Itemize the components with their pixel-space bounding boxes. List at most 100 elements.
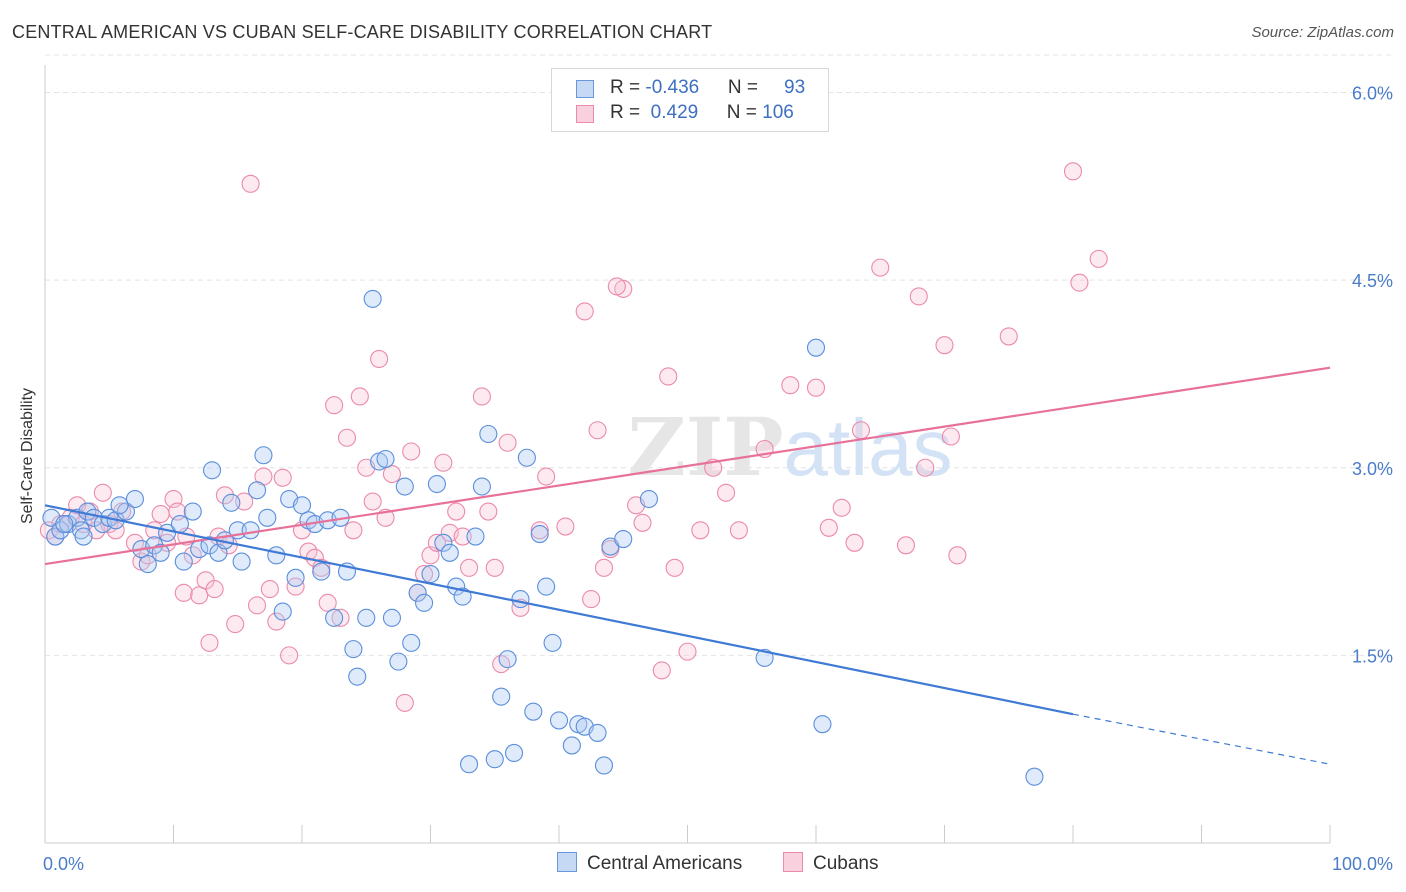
central-americans-point	[421, 565, 440, 584]
bottom-legend-swatch-blue	[557, 852, 577, 872]
central-americans-point	[440, 543, 459, 562]
central-americans-point	[357, 608, 376, 627]
central-americans-point	[427, 474, 446, 494]
cubans-point	[402, 442, 421, 461]
y-tick-label: 4.5%	[1352, 271, 1393, 291]
central-americans-point	[530, 525, 549, 544]
legend-n-label: N =	[726, 102, 763, 123]
central-americans-point	[203, 461, 222, 480]
legend-n-value: 93	[784, 77, 806, 98]
cubans-point	[247, 596, 267, 615]
central-americans-point	[292, 496, 312, 515]
cubans-point	[337, 428, 357, 447]
trend-lines	[44, 366, 1331, 765]
x-tick-label: 0.0%	[43, 854, 84, 874]
central-americans-point	[395, 477, 414, 496]
cubans-point	[999, 327, 1018, 346]
central-americans-point	[273, 602, 292, 621]
cubans-point	[370, 349, 389, 368]
correlation-legend: R = -0.436 N = 93 R = 0.429 N = 106	[551, 68, 829, 132]
central-americans-point	[755, 648, 774, 667]
cubans-point	[1063, 162, 1083, 181]
central-americans-point	[312, 562, 331, 581]
central-americans-point	[258, 508, 277, 527]
central-americans-point	[498, 650, 517, 669]
cubans-point	[935, 336, 954, 355]
cubans-point	[781, 376, 800, 395]
axes	[44, 65, 1331, 844]
cubans-point	[267, 612, 286, 631]
central-americans-point	[382, 608, 402, 627]
y-tick-label: 3.0%	[1352, 459, 1393, 479]
cubans-point	[851, 421, 871, 440]
central-americans-point	[459, 755, 479, 774]
cubans-point	[941, 427, 960, 446]
cubans-point	[350, 387, 369, 406]
cubans-point	[498, 433, 517, 452]
cubans-point	[318, 593, 337, 612]
central-americans-point	[1025, 767, 1044, 786]
central-americans-point	[55, 514, 74, 534]
central-americans-point	[174, 552, 193, 571]
legend-swatch-blue	[576, 80, 594, 98]
central-americans-point	[524, 702, 543, 721]
cubans-point	[819, 518, 838, 537]
cubans-point	[582, 590, 601, 609]
cubans-point	[1089, 249, 1108, 268]
central-americans-point	[472, 477, 491, 496]
cubans-point	[93, 483, 112, 502]
cubans-point	[588, 421, 607, 440]
cubans-point	[235, 492, 254, 511]
central-americans-point	[517, 448, 536, 467]
bottom-legend-label: Cubans	[813, 853, 879, 874]
central-americans-point	[408, 583, 427, 602]
cubans-point	[530, 521, 549, 540]
central-americans-point	[151, 543, 170, 562]
cubans-point	[871, 258, 890, 277]
cubans-point	[174, 583, 193, 602]
cubans-point	[459, 558, 479, 577]
bottom-legend-cubans: Cubans	[783, 852, 879, 875]
central-americans-point	[170, 514, 189, 534]
central-americans-point	[344, 640, 363, 659]
central-americans-point	[325, 608, 344, 627]
cubans-point	[832, 498, 851, 517]
central-americans-trend-extension	[1072, 713, 1331, 765]
cubans-point	[575, 302, 594, 321]
legend-r-label: R =	[610, 77, 646, 98]
cubans-point	[633, 513, 652, 532]
chart-title: CENTRAL AMERICAN VS CUBAN SELF-CARE DISA…	[12, 22, 713, 42]
cubans-point	[453, 527, 472, 546]
cubans-point	[260, 580, 279, 599]
bottom-legend-central-americans: Central Americans	[557, 852, 742, 875]
cubans-point	[434, 453, 453, 472]
cubans-point	[479, 502, 498, 521]
central-americans-point	[537, 577, 556, 596]
central-americans-point	[434, 533, 453, 552]
cubans-point	[215, 486, 234, 505]
cubans-point	[331, 608, 350, 627]
watermark: ZIPatlas	[628, 400, 953, 494]
central-americans-point	[479, 424, 498, 444]
cubans-points	[39, 162, 1108, 712]
central-americans-point	[639, 489, 659, 509]
central-americans-point	[511, 590, 530, 609]
cubans-point	[948, 546, 967, 565]
cubans-point	[485, 558, 504, 577]
cubans-point	[896, 536, 916, 555]
cubans-point	[665, 558, 684, 577]
central-americans-point	[222, 493, 241, 512]
cubans-point	[845, 533, 864, 552]
legend-swatch-pink	[576, 105, 594, 123]
central-americans-point	[348, 667, 367, 686]
central-americans-point	[110, 496, 129, 515]
cubans-point	[226, 615, 245, 634]
cubans-point	[659, 367, 678, 386]
central-americans-point	[363, 289, 382, 308]
cubans-point	[312, 558, 331, 577]
cubans-point	[427, 533, 446, 552]
central-americans-point	[466, 527, 485, 546]
cubans-point	[556, 517, 575, 536]
cubans-point	[205, 580, 224, 599]
